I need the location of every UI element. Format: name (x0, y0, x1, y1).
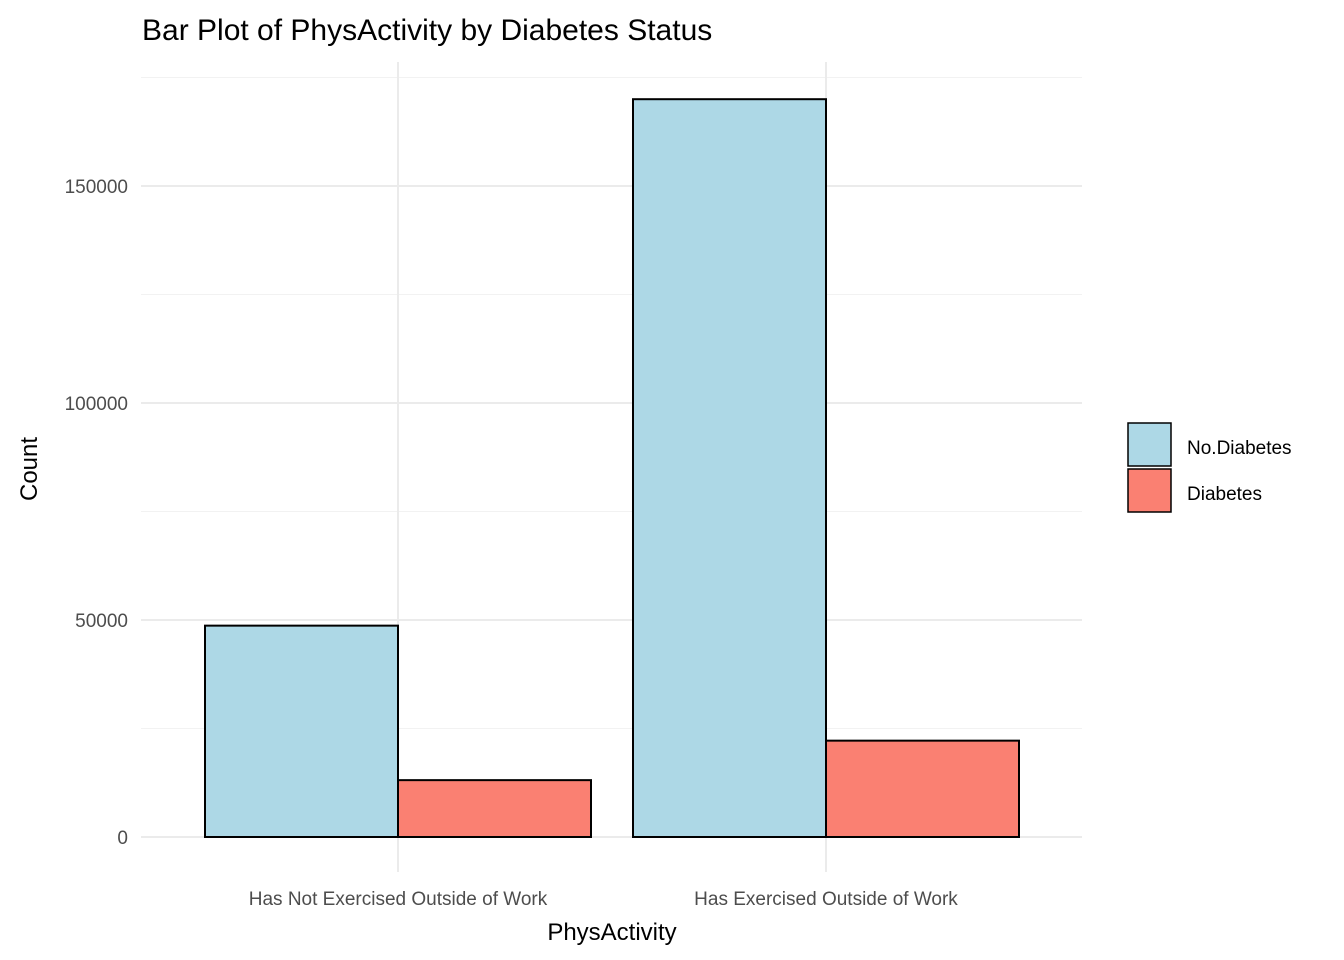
y-tick-label: 100000 (65, 394, 128, 415)
y-tick-label: 150000 (65, 177, 128, 198)
legend: No.Diabetes Diabetes (1127, 422, 1292, 513)
bar-no-diabetes-2 (632, 98, 827, 838)
x-axis-title: PhysActivity (547, 919, 676, 946)
y-tick-labels: 0 50000 100000 150000 (65, 177, 128, 849)
legend-swatch-diabetes (1127, 468, 1172, 513)
legend-label-diabetes: Diabetes (1187, 484, 1262, 505)
y-axis-title: Count (16, 437, 43, 501)
y-tick-label: 50000 (75, 611, 128, 632)
y-tick-label: 0 (117, 828, 128, 849)
legend-label-no-diabetes: No.Diabetes (1187, 438, 1292, 459)
bar-no-diabetes-1 (204, 624, 399, 839)
bars (204, 98, 1020, 839)
x-tick-label: Has Exercised Outside of Work (694, 889, 958, 910)
bar-diabetes-1 (397, 779, 592, 838)
minor-gridlines (141, 77, 1082, 729)
legend-swatch-no-diabetes (1127, 422, 1172, 467)
chart-title: Bar Plot of PhysActivity by Diabetes Sta… (142, 14, 712, 47)
x-tick-label: Has Not Exercised Outside of Work (249, 889, 548, 910)
x-tick-labels: Has Not Exercised Outside of Work Has Exe… (249, 889, 959, 910)
bar-diabetes-2 (825, 739, 1020, 838)
